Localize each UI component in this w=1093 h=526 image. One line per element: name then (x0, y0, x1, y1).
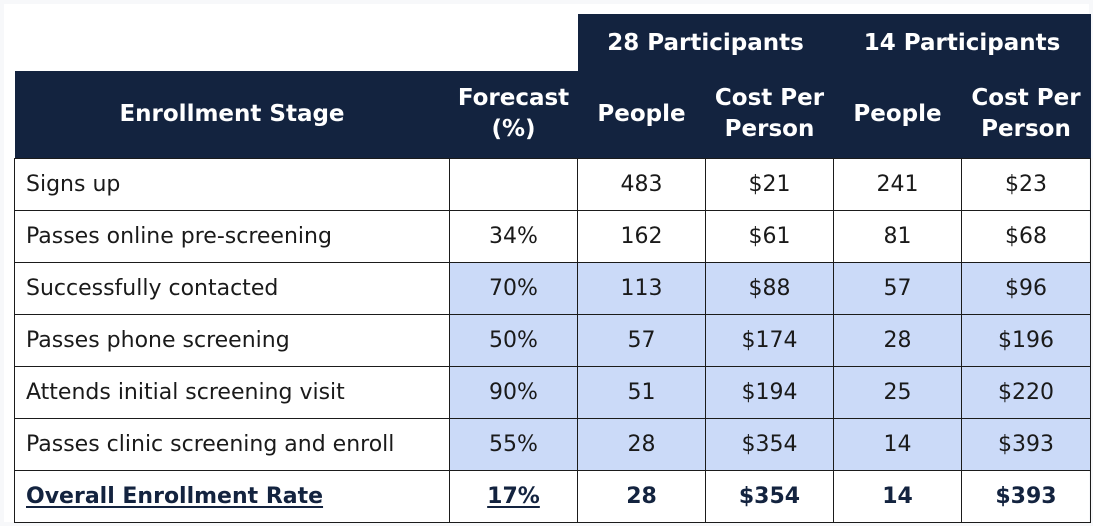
header-cost-14: Cost Per Person (961, 71, 1091, 158)
people-28-cell: 113 (577, 261, 706, 315)
stage-cell: Signs up (14, 157, 450, 211)
table-row: Passes clinic screening and enroll 55% 2… (14, 417, 1091, 471)
table-row: Passes phone screening 50% 57 $174 28 $1… (14, 313, 1091, 367)
stage-cell: Passes online pre-screening (14, 209, 450, 263)
table-row: Successfully contacted 70% 113 $88 57 $9… (14, 261, 1091, 315)
enrollment-cost-table: 28 Participants 14 Participants Enrollme… (14, 14, 1091, 523)
cost-14-cell: $68 (961, 209, 1091, 263)
people-14-cell: 57 (833, 261, 962, 315)
overall-forecast-link[interactable]: 17% (449, 469, 578, 523)
column-header-row: Enrollment Stage Forecast (%) People Cost… (14, 71, 1091, 158)
group-header-row: 28 Participants 14 Participants (14, 14, 1091, 71)
forecast-cell: 90% (449, 365, 578, 419)
people-14-cell: 28 (833, 313, 962, 367)
overall-enrollment-rate-link[interactable]: Overall Enrollment Rate (14, 469, 450, 523)
forecast-cell: 50% (449, 313, 578, 367)
stage-cell: Passes phone screening (14, 313, 450, 367)
people-14-cell: 14 (833, 417, 962, 471)
header-cost-28: Cost Per Person (705, 71, 834, 158)
table-frame: 28 Participants 14 Participants Enrollme… (4, 4, 1091, 523)
people-28-cell: 28 (577, 417, 706, 471)
header-people-14: People (833, 71, 962, 158)
people-28-cell: 51 (577, 365, 706, 419)
cost-28-cell: $21 (705, 157, 834, 211)
people-14-cell: 25 (833, 365, 962, 419)
table-row: Passes online pre-screening 34% 162 $61 … (14, 209, 1091, 263)
total-people-28-cell: 28 (577, 469, 706, 523)
group-header-14: 14 Participants (833, 14, 1091, 71)
cost-28-cell: $354 (705, 417, 834, 471)
stage-cell: Attends initial screening visit (14, 365, 450, 419)
table-row: Attends initial screening visit 90% 51 $… (14, 365, 1091, 419)
people-28-cell: 57 (577, 313, 706, 367)
cost-28-cell: $194 (705, 365, 834, 419)
stage-cell: Successfully contacted (14, 261, 450, 315)
cost-14-cell: $220 (961, 365, 1091, 419)
total-row: Overall Enrollment Rate 17% 28 $354 14 $… (14, 469, 1091, 523)
header-forecast: Forecast (%) (449, 71, 578, 158)
total-cost-28-cell: $354 (705, 469, 834, 523)
forecast-cell: 55% (449, 417, 578, 471)
people-28-cell: 483 (577, 157, 706, 211)
forecast-cell: 34% (449, 209, 578, 263)
group-header-spacer (14, 14, 578, 71)
total-cost-14-cell: $393 (961, 469, 1091, 523)
group-header-28: 28 Participants (577, 14, 834, 71)
forecast-cell: 70% (449, 261, 578, 315)
people-14-cell: 241 (833, 157, 962, 211)
cost-14-cell: $393 (961, 417, 1091, 471)
people-14-cell: 81 (833, 209, 962, 263)
total-people-14-cell: 14 (833, 469, 962, 523)
forecast-cell (449, 157, 578, 211)
cost-28-cell: $88 (705, 261, 834, 315)
cost-14-cell: $23 (961, 157, 1091, 211)
cost-28-cell: $61 (705, 209, 834, 263)
cost-14-cell: $196 (961, 313, 1091, 367)
header-people-28: People (577, 71, 706, 158)
people-28-cell: 162 (577, 209, 706, 263)
cost-28-cell: $174 (705, 313, 834, 367)
stage-cell: Passes clinic screening and enroll (14, 417, 450, 471)
header-enrollment-stage: Enrollment Stage (14, 71, 450, 158)
cost-14-cell: $96 (961, 261, 1091, 315)
table-row: Signs up 483 $21 241 $23 (14, 157, 1091, 211)
